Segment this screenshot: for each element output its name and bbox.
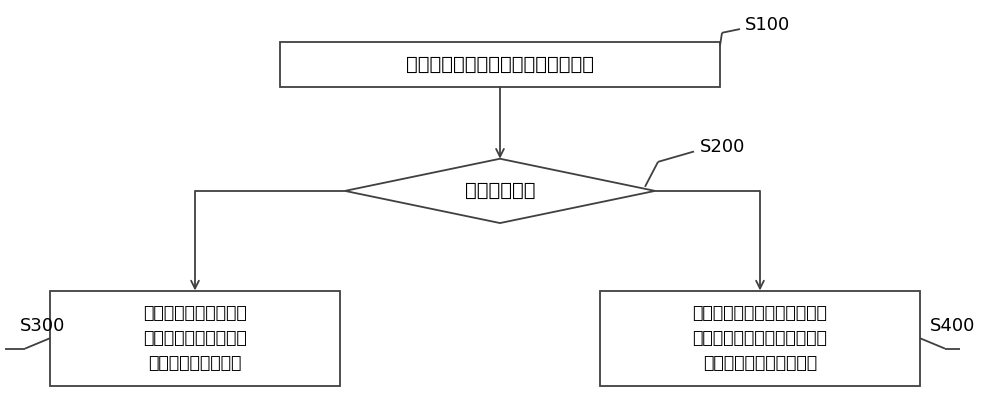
FancyBboxPatch shape (280, 42, 720, 87)
Text: 控制导风结构处于第一
预定状态，以使得新风
出口的出风吹向地面: 控制导风结构处于第一 预定状态，以使得新风 出口的出风吹向地面 (143, 304, 247, 372)
Text: S100: S100 (745, 16, 790, 34)
Polygon shape (345, 159, 655, 223)
Text: S200: S200 (700, 138, 745, 156)
Text: S400: S400 (930, 317, 975, 335)
FancyBboxPatch shape (600, 290, 920, 386)
Text: 地面是否有水: 地面是否有水 (465, 181, 535, 200)
FancyBboxPatch shape (50, 290, 340, 386)
Text: S300: S300 (20, 317, 65, 335)
Text: 控制导风结构处于第二预定状
态，以使得新风出口的出风与
空气调节装置的出风交汇: 控制导风结构处于第二预定状 态，以使得新风出口的出风与 空气调节装置的出风交汇 (693, 304, 827, 372)
Text: 获取空调的送风区域的地面状态信息: 获取空调的送风区域的地面状态信息 (406, 55, 594, 74)
